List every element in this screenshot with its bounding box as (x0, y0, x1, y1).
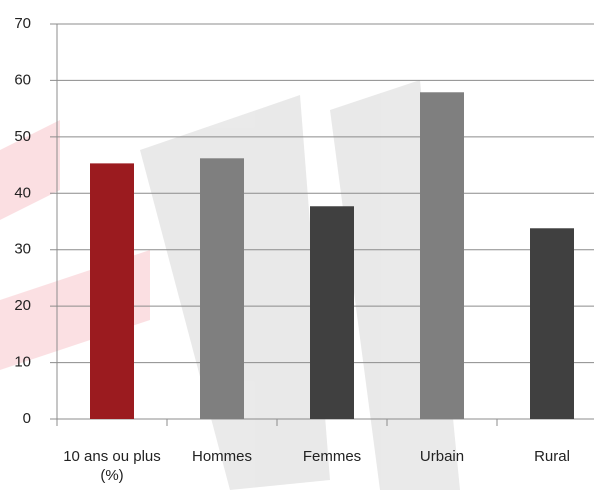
bar (530, 228, 574, 419)
bar (90, 163, 134, 419)
x-tick-label: Rural (534, 448, 570, 465)
y-tick-label: 50 (14, 128, 31, 145)
y-tick-label: 70 (14, 15, 31, 32)
y-tick-label: 60 (14, 71, 31, 88)
y-tick-label: 10 (14, 354, 31, 371)
y-tick-label: 40 (14, 184, 31, 201)
y-tick-label: 20 (14, 297, 31, 314)
y-tick-label: 0 (23, 410, 31, 427)
y-tick-label: 30 (14, 241, 31, 258)
x-tick-label: Urbain (419, 448, 465, 465)
bar (420, 92, 464, 420)
bar (200, 158, 244, 420)
x-tick-label: Hommes (191, 448, 252, 465)
bar (310, 206, 354, 419)
x-tick-label: Femmes (302, 448, 362, 465)
x-tick-label: 10 ans ou plus (%) (63, 448, 161, 484)
